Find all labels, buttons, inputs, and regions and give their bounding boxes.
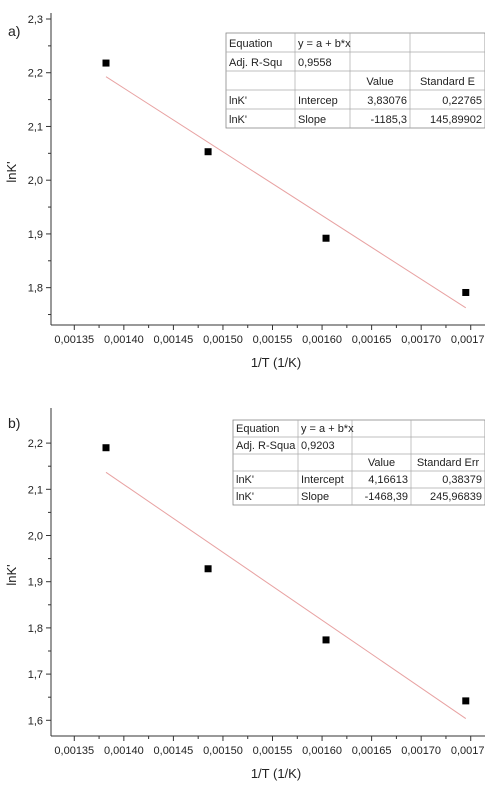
y-axis-label: lnK': [4, 161, 19, 182]
table-cell: lnK': [229, 95, 247, 107]
table-cell: -1468,39: [365, 491, 408, 503]
table-cell: Standard Err: [417, 457, 480, 469]
fit-line: [105, 76, 467, 309]
fit-line: [105, 471, 467, 719]
table-cell: y = a + b*x: [298, 38, 351, 50]
table-cell: Slope: [298, 114, 326, 126]
table-cell: 0,38379: [442, 474, 482, 486]
table-cell: 0,22765: [442, 95, 482, 107]
data-point: [102, 444, 110, 452]
table-cell: 0,9203: [301, 440, 335, 452]
table-cell: Equation: [229, 38, 272, 50]
table-cell: lnK': [236, 474, 254, 486]
table-cell: 4,16613: [368, 474, 408, 486]
table-cell: Intercep: [298, 95, 338, 107]
y-tick-label: 1,8: [28, 283, 43, 295]
table-cell: -1185,3: [371, 114, 408, 126]
y-tick-label: 2,1: [28, 121, 43, 133]
y-tick-label: 2,1: [28, 484, 43, 496]
data-point: [322, 636, 330, 644]
y-tick-label: 1,7: [28, 669, 43, 681]
table-cell: y = a + b*x: [301, 423, 354, 435]
data-point: [322, 234, 330, 242]
y-tick-label: 2,2: [28, 438, 43, 450]
x-axis-label: 1/T (1/K): [251, 355, 301, 370]
x-tick-label: 0,00170: [401, 745, 441, 757]
x-tick-label: 0,00165: [352, 334, 392, 346]
table-cell: Equation: [236, 423, 279, 435]
x-tick-label: 0,00135: [54, 334, 94, 346]
table-cell: 245,96839: [430, 491, 482, 503]
x-tick-label: 0,00140: [104, 334, 144, 346]
chart-panel-a: a) 0,00135 0,00140 0,00145 0,00150 0,00155 0,0…: [4, 13, 485, 370]
table-cell: lnK': [229, 114, 247, 126]
table-cell: 145,89902: [430, 114, 482, 126]
x-tick-label: 0,00175: [451, 745, 485, 757]
data-point: [204, 148, 212, 156]
data-point: [204, 565, 212, 573]
table-cell: 3,83076: [367, 95, 407, 107]
table-cell: 0,9558: [298, 57, 332, 69]
table-cell: Value: [368, 457, 395, 469]
y-tick-label: 2,2: [28, 68, 43, 80]
data-point: [102, 59, 110, 67]
data-point: [462, 288, 470, 296]
y-tick-label: 2,0: [28, 531, 43, 543]
x-tick-label: 0,00135: [54, 745, 94, 757]
y-axis-label: lnK': [4, 564, 19, 585]
x-tick-label: 0,00160: [302, 745, 342, 757]
table-cell: Standard E: [420, 76, 475, 88]
table-cell: Slope: [301, 491, 329, 503]
stats-table: [225, 32, 485, 129]
panel-label: a): [8, 23, 20, 39]
y-tick-label: 2,3: [28, 14, 43, 26]
y-tick-label: 1,6: [28, 715, 43, 727]
y-tick-label: 1,9: [28, 577, 43, 589]
x-tick-label: 0,00150: [203, 745, 243, 757]
x-tick-label: 0,00175: [451, 334, 485, 346]
stats-table: [232, 419, 485, 506]
y-tick-label: 1,8: [28, 623, 43, 635]
x-tick-label: 0,00155: [253, 745, 293, 757]
panel-label: b): [8, 415, 20, 431]
x-tick-label: 0,00140: [104, 745, 144, 757]
table-cell: Value: [366, 76, 393, 88]
data-point: [462, 697, 470, 705]
table-cell: Adj. R-Squ: [229, 57, 282, 69]
x-tick-label: 0,00155: [253, 334, 293, 346]
x-tick-label: 0,00145: [154, 745, 194, 757]
x-tick-label: 0,00170: [401, 334, 441, 346]
x-tick-label: 0,00145: [154, 334, 194, 346]
table-cell: lnK': [236, 491, 254, 503]
x-tick-label: 0,00160: [302, 334, 342, 346]
chart-panel-b: b) 0,00135 0,00140 0,00145 0,00150 0,00155 0,0…: [4, 408, 485, 781]
y-tick-label: 1,9: [28, 229, 43, 241]
y-tick-label: 2,0: [28, 175, 43, 187]
table-cell: Adj. R-Squa: [236, 440, 296, 452]
x-tick-label: 0,00150: [203, 334, 243, 346]
x-axis-label: 1/T (1/K): [251, 766, 301, 781]
table-cell: Intercept: [301, 474, 344, 486]
x-tick-label: 0,00165: [352, 745, 392, 757]
